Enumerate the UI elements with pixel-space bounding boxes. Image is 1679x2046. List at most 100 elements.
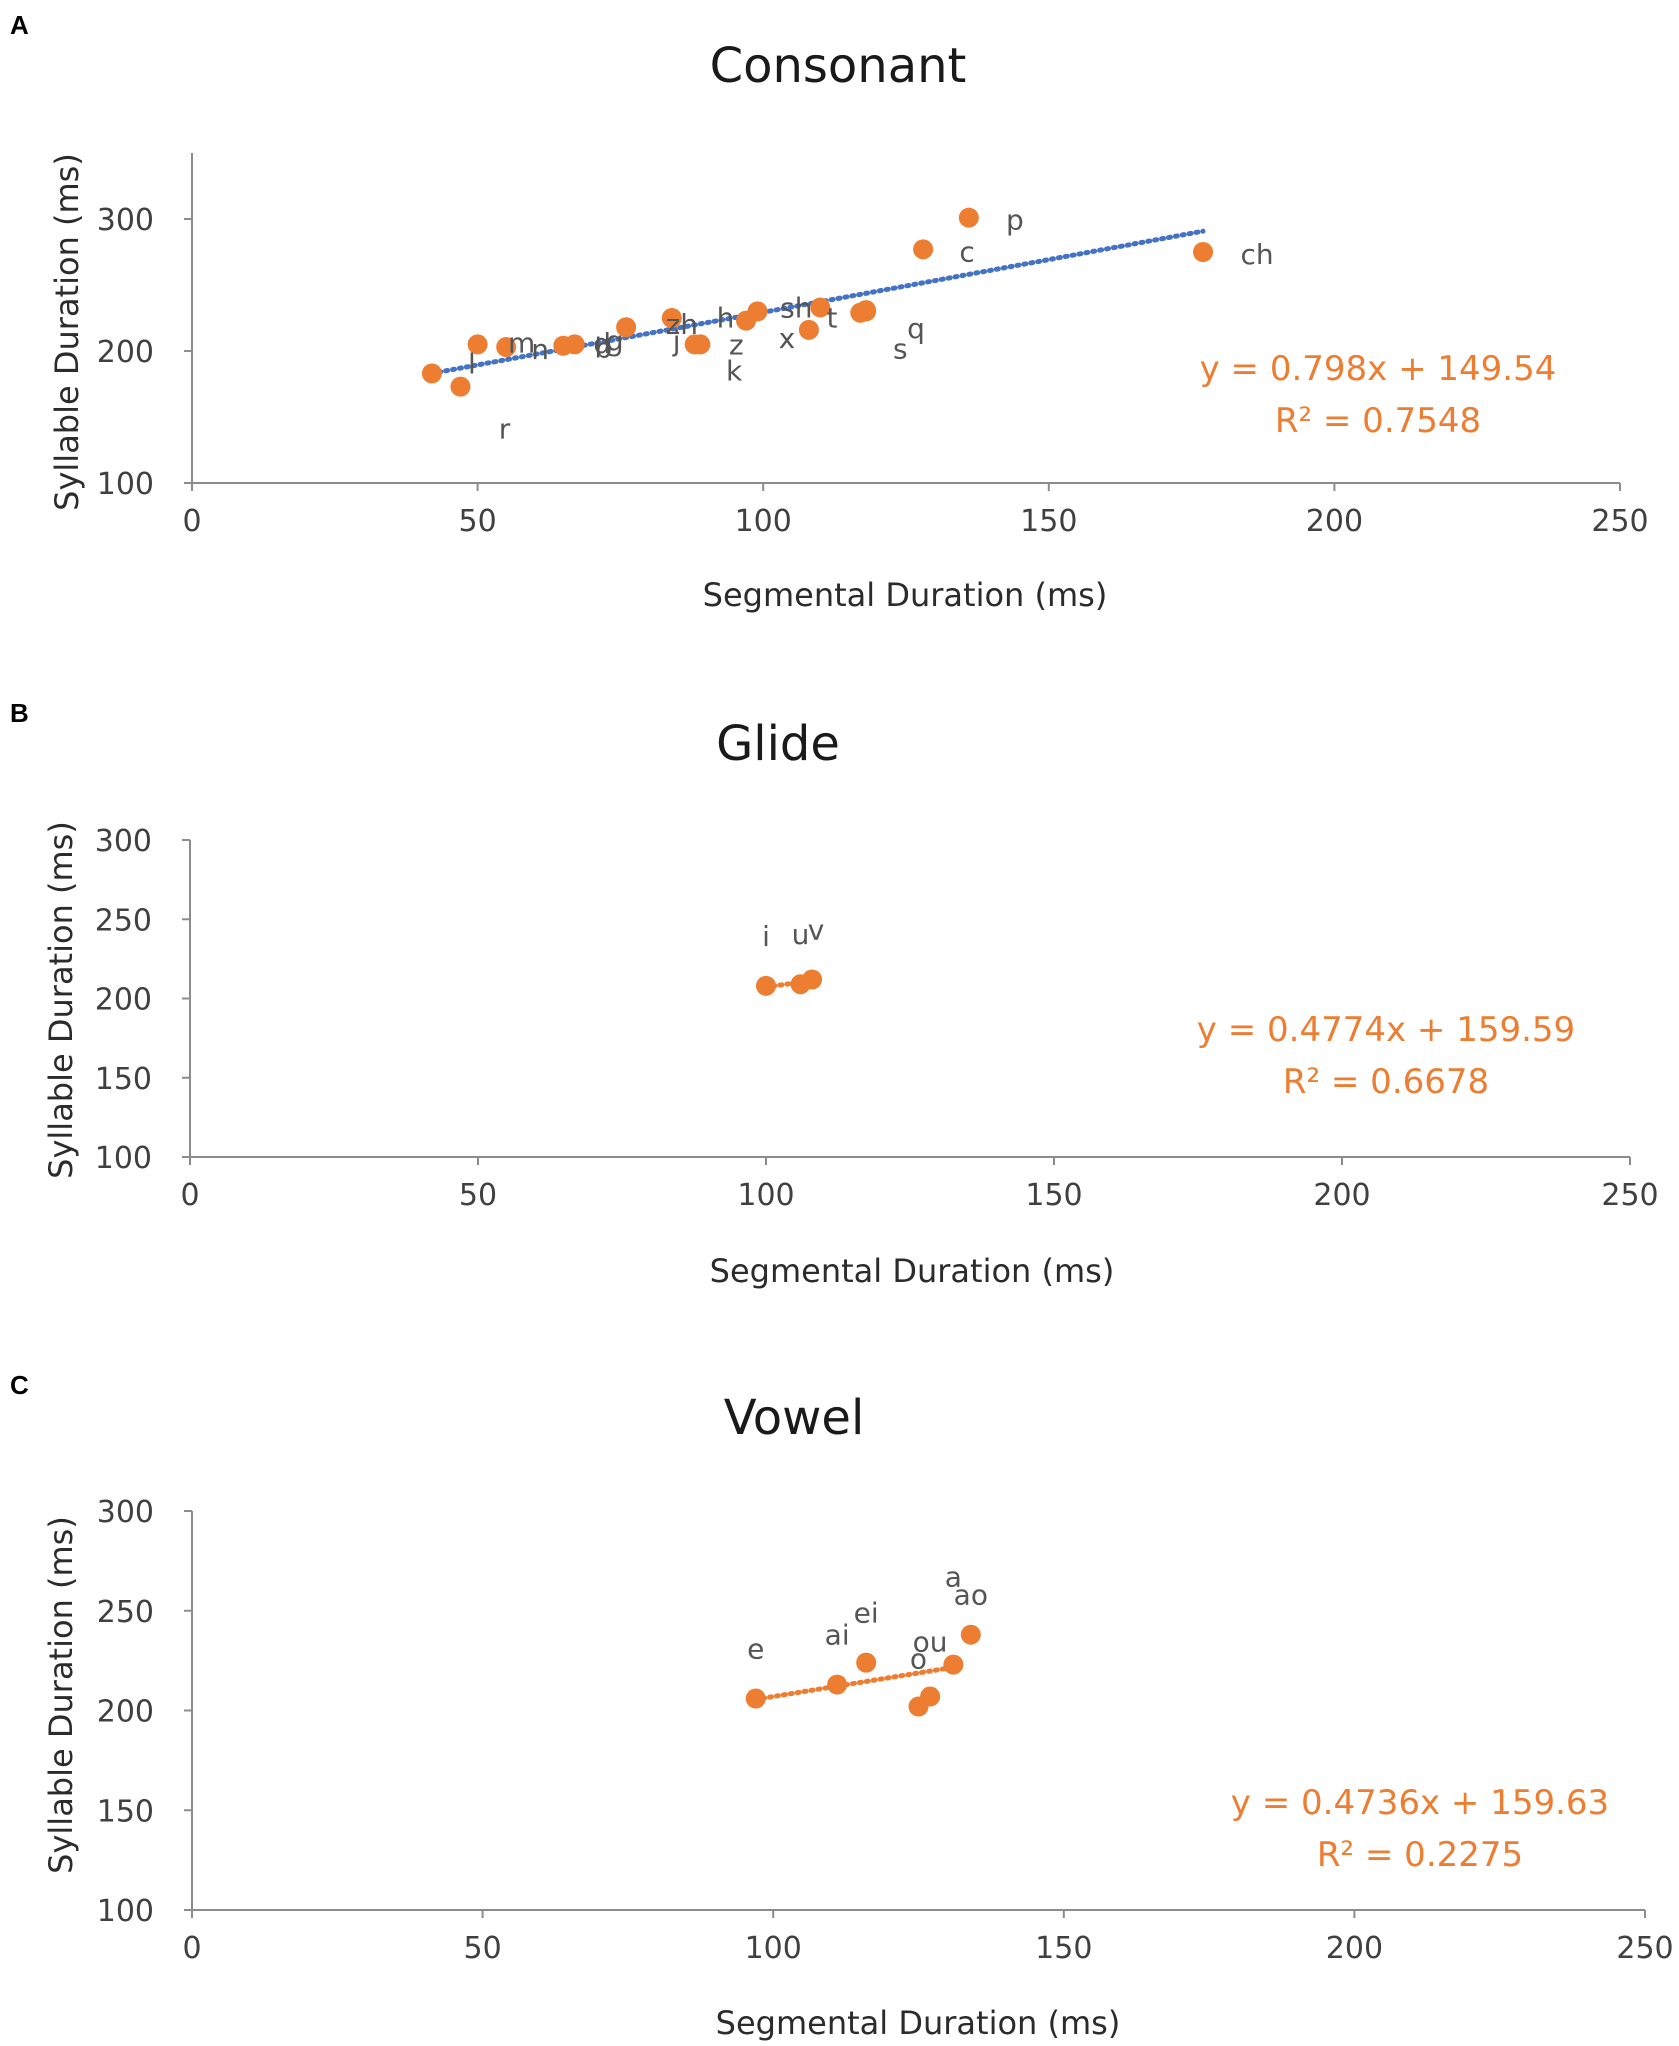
x-tick-label: 200 bbox=[1313, 1178, 1370, 1213]
point-label-t: t bbox=[827, 301, 838, 334]
data-point-p bbox=[958, 207, 979, 228]
panel-b-r-squared: R² = 0.6678 bbox=[1283, 1062, 1489, 1102]
y-tick-label: 200 bbox=[97, 335, 154, 370]
point-label-v: v bbox=[808, 913, 825, 946]
panel-c: C Vowel 0 50 100 150 200 250 100 150 200 250 300 e a… bbox=[10, 1370, 1674, 2042]
x-tick-label: 150 bbox=[1020, 504, 1077, 539]
x-tick-label: 200 bbox=[1306, 504, 1363, 539]
panel-b-equation: y = 0.4774x + 159.59 bbox=[1197, 1010, 1575, 1050]
point-label-x: x bbox=[779, 322, 796, 355]
panel-a: A Consonant 0 50 100 150 200 250 100 200 300 lr mn… bbox=[10, 10, 1649, 614]
y-tick-label: 300 bbox=[95, 824, 152, 859]
panel-b: B Glide 0 50 100 150 200 250 100 150 200 250 300 i u… bbox=[10, 698, 1659, 1290]
point-label-j: j bbox=[672, 324, 681, 357]
x-tick-label: 250 bbox=[1616, 1931, 1673, 1966]
x-tick-label: 100 bbox=[735, 504, 792, 539]
x-tick-label: 0 bbox=[182, 1931, 201, 1966]
x-tick-label: 50 bbox=[459, 504, 497, 539]
point-label-k: k bbox=[726, 355, 743, 388]
data-point-i bbox=[756, 975, 776, 996]
y-tick-label: 100 bbox=[95, 1141, 152, 1176]
point-label-e: e bbox=[747, 1633, 764, 1666]
panel-c-y-axis-label: Syllable Duration (ms) bbox=[42, 1516, 80, 1874]
x-tick-label: 250 bbox=[1591, 504, 1648, 539]
point-label-zh: zh bbox=[666, 308, 698, 341]
y-tick-label: 200 bbox=[95, 983, 152, 1018]
panel-c-equation: y = 0.4736x + 159.63 bbox=[1231, 1783, 1609, 1823]
panel-b-letter: B bbox=[10, 698, 29, 728]
x-tick-label: 50 bbox=[459, 1178, 497, 1213]
point-label-q: q bbox=[907, 312, 925, 345]
data-point-z bbox=[690, 334, 711, 355]
panel-a-letter: A bbox=[10, 10, 29, 40]
data-point-e bbox=[745, 1688, 766, 1709]
point-label-b: b bbox=[594, 332, 612, 365]
point-label-ei: ei bbox=[854, 1597, 879, 1630]
data-point-v bbox=[802, 969, 823, 990]
data-point-g bbox=[564, 334, 585, 355]
data-point-q bbox=[856, 300, 877, 321]
panel-a-title: Consonant bbox=[710, 38, 967, 94]
panel-a-y-axis-label: Syllable Duration (ms) bbox=[48, 153, 86, 511]
point-label-z: z bbox=[729, 328, 744, 361]
point-label-s: s bbox=[893, 333, 908, 366]
x-tick-label: 250 bbox=[1601, 1178, 1658, 1213]
data-point-l bbox=[421, 363, 442, 384]
x-tick-label: 150 bbox=[1035, 1931, 1092, 1966]
point-label-g: g bbox=[606, 324, 624, 357]
point-label-d: d bbox=[593, 327, 611, 360]
y-tick-label: 250 bbox=[97, 1595, 154, 1630]
data-point-m bbox=[467, 334, 488, 355]
point-label-l: l bbox=[468, 347, 476, 380]
point-label-o: o bbox=[910, 1643, 927, 1676]
x-tick-label: 0 bbox=[182, 504, 201, 539]
point-label-m: m bbox=[508, 326, 535, 359]
data-point-n bbox=[496, 337, 517, 358]
panel-c-x-axis-label: Segmental Duration (ms) bbox=[716, 2004, 1121, 2042]
y-tick-label: 200 bbox=[97, 1695, 154, 1730]
x-tick-label: 100 bbox=[745, 1931, 802, 1966]
y-tick-label: 100 bbox=[97, 1894, 154, 1929]
data-point-sh bbox=[810, 297, 831, 318]
trendline bbox=[753, 1664, 956, 1702]
data-point-c bbox=[913, 239, 934, 260]
panel-b-title: Glide bbox=[716, 716, 840, 772]
point-label-n: n bbox=[531, 333, 549, 366]
point-label-a: a bbox=[945, 1561, 962, 1594]
y-tick-label: 300 bbox=[97, 203, 154, 238]
data-point-a bbox=[943, 1654, 964, 1675]
data-point-ch bbox=[1193, 242, 1214, 262]
point-label-sh: sh bbox=[780, 291, 812, 324]
panel-c-title: Vowel bbox=[724, 1390, 865, 1446]
x-tick-label: 150 bbox=[1025, 1178, 1082, 1213]
panel-a-x-axis-label: Segmental Duration (ms) bbox=[703, 576, 1108, 614]
data-point-r bbox=[450, 376, 471, 397]
x-tick-label: 0 bbox=[180, 1178, 199, 1213]
panel-a-r-squared: R² = 0.7548 bbox=[1275, 401, 1481, 441]
point-label-ai: ai bbox=[825, 1619, 850, 1652]
panel-c-letter: C bbox=[10, 1370, 29, 1400]
point-label-r: r bbox=[499, 413, 511, 446]
panel-c-r-squared: R² = 0.2275 bbox=[1317, 1835, 1523, 1875]
data-point-x bbox=[798, 319, 819, 340]
data-point-zh bbox=[661, 308, 682, 328]
panel-b-plot: 0 50 100 150 200 250 100 150 200 250 300 i uv bbox=[95, 824, 1659, 1213]
point-label-ch: ch bbox=[1240, 238, 1273, 271]
data-point-k bbox=[736, 310, 757, 331]
point-label-p: p bbox=[1006, 204, 1024, 237]
point-label-ao: ao bbox=[954, 1579, 988, 1612]
point-label-i: i bbox=[762, 920, 770, 953]
x-tick-label: 200 bbox=[1326, 1931, 1383, 1966]
y-tick-label: 150 bbox=[97, 1794, 154, 1829]
x-tick-label: 50 bbox=[464, 1931, 502, 1966]
point-label-u: u bbox=[792, 918, 810, 951]
panel-a-equation: y = 0.798x + 149.54 bbox=[1200, 349, 1557, 389]
data-point-d bbox=[616, 317, 637, 338]
x-tick-label: 100 bbox=[737, 1178, 794, 1213]
point-label-c: c bbox=[959, 235, 974, 268]
panel-b-x-axis-label: Segmental Duration (ms) bbox=[710, 1252, 1115, 1290]
data-point-ao bbox=[960, 1624, 981, 1645]
data-point-ou bbox=[920, 1686, 941, 1707]
